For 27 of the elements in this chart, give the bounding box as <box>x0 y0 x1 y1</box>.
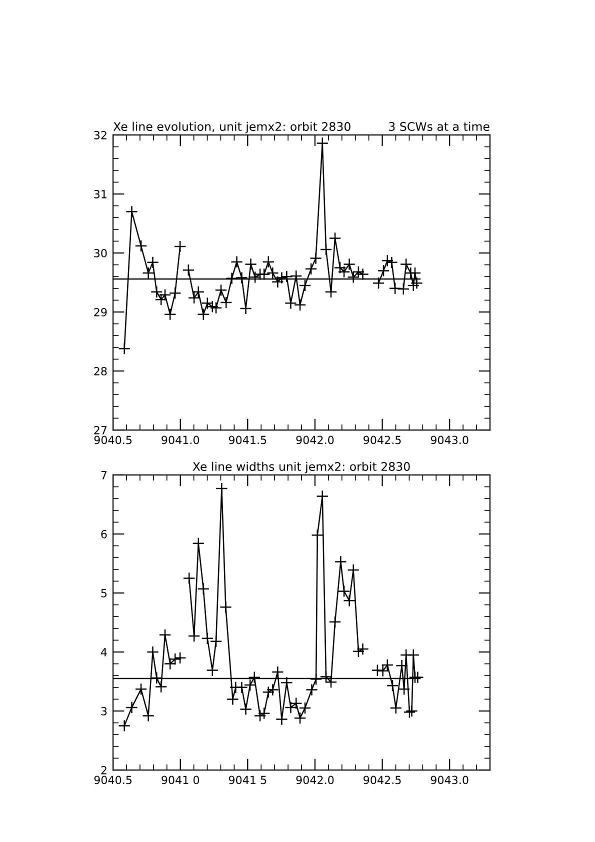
x-tick-label: 9042.0 <box>296 776 334 784</box>
y-tick-label: 27 <box>94 426 107 434</box>
chart-title: Xe line evolution, unit jemx2: orbit 2830 <box>113 122 350 134</box>
y-tick-label: 30 <box>94 248 107 258</box>
y-tick-label: 6 <box>101 530 107 538</box>
x-tick-label: 9041 5 <box>228 776 266 784</box>
x-tick-label: 9043.0 <box>430 436 468 444</box>
y-tick-label: 31 <box>94 190 106 198</box>
x-tick-label: 9041 0 <box>162 776 200 784</box>
y-tick-label: 7 <box>101 471 107 480</box>
y-tick-label: 3 <box>101 706 107 716</box>
x-tick-label: 9042.0 <box>296 436 334 444</box>
x-tick-label: 9041.5 <box>228 436 266 444</box>
chart-title: Xe line widths unit jemx2: orbit 2830 <box>192 462 410 474</box>
y-tick-label: 2 <box>101 766 106 774</box>
y-tick-label: 32 <box>94 130 106 140</box>
x-tick-label: 9042.5 <box>364 436 401 444</box>
x-tick-label: 9042.5 <box>364 776 401 784</box>
chart-subtitle: 3 SCWs at a time <box>389 122 490 131</box>
x-tick-label: 9043.0 <box>430 776 468 784</box>
y-tick-label: 5 <box>101 589 107 598</box>
x-tick-label: 9041.0 <box>162 436 200 444</box>
y-tick-label: 28 <box>94 366 107 376</box>
x-tick-label: 9040.5 <box>94 436 132 444</box>
y-tick-label: 29 <box>94 308 107 316</box>
y-tick-label: 4 <box>100 648 107 656</box>
x-tick-label: 9040.5 <box>94 776 132 784</box>
